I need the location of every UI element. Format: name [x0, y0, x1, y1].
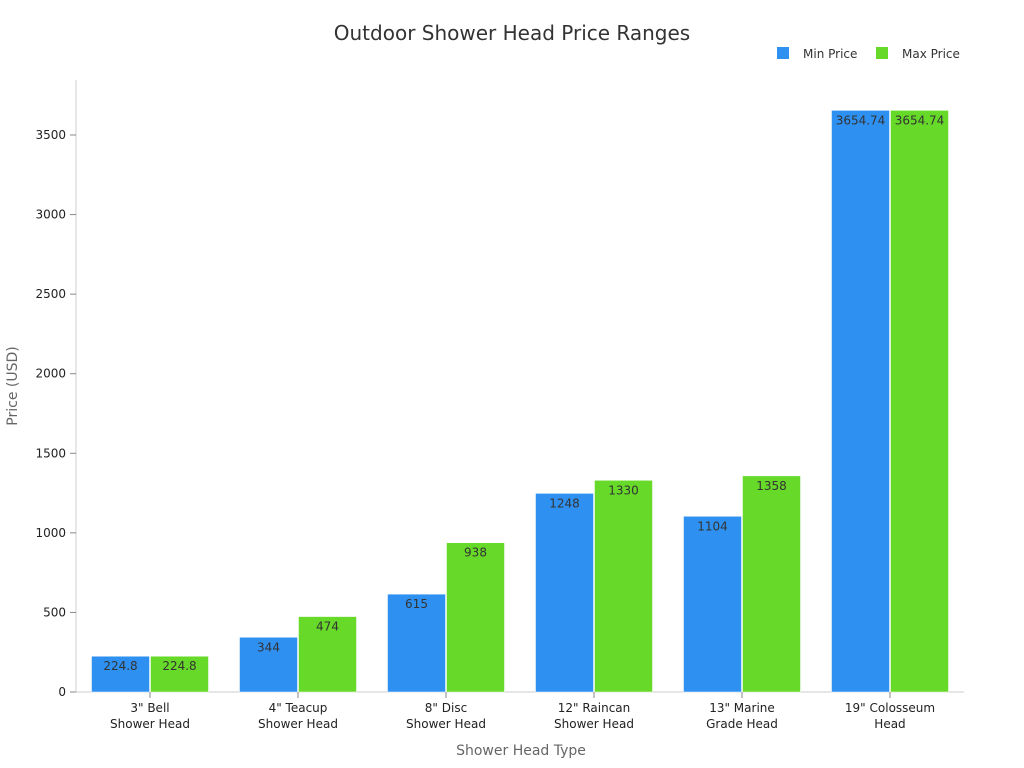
legend-swatch-min-price	[777, 47, 789, 59]
bar-min-price-4	[535, 493, 594, 693]
data-label-min-price-1: 224.8	[103, 659, 137, 673]
y-tick-label: 0	[58, 685, 66, 699]
x-tick-label: 19" Colosseum Head	[845, 701, 935, 731]
bar-min-price-5	[683, 516, 742, 693]
x-tick-label: 8" Disc Shower Head	[406, 701, 486, 731]
bar-max-price-6	[890, 110, 949, 693]
x-tick-label-line: Shower Head	[110, 717, 190, 731]
x-tick-label: 12" Raincan Shower Head	[554, 701, 634, 731]
x-tick-label-line: 13" Marine	[709, 701, 775, 715]
x-tick-label-line: Shower Head	[406, 717, 486, 731]
bar-max-price-2	[298, 616, 357, 693]
data-label-min-price-2: 344	[257, 640, 280, 654]
legend-label-max-price: Max Price	[902, 47, 960, 61]
bar-max-price-1	[150, 655, 209, 693]
data-label-max-price-4: 1330	[608, 483, 639, 497]
data-label-min-price-4: 1248	[549, 496, 580, 510]
y-tick-label: 1000	[35, 526, 66, 540]
x-tick-label-line: 8" Disc	[425, 701, 467, 715]
x-tick-label-line: 3" Bell	[130, 701, 169, 715]
data-label-max-price-6: 3654.74	[895, 113, 945, 127]
x-tick-label-line: 4" Teacup	[269, 701, 328, 715]
x-axis-title: Shower Head Type	[456, 743, 586, 759]
bar-min-price-3	[387, 593, 446, 693]
bar-min-price-1	[91, 655, 150, 693]
x-tick-label-line: 12" Raincan	[558, 701, 631, 715]
bar-max-price-5	[742, 475, 801, 693]
data-label-max-price-3: 938	[464, 546, 487, 560]
y-axis-ticks: 0 500 1000 1500 2000 2500 3000 3500	[35, 128, 76, 699]
legend-swatch-max-price	[876, 47, 888, 59]
y-axis-title: Price (USD)	[5, 346, 21, 425]
x-tick-label-line: Grade Head	[706, 717, 778, 731]
y-tick-label: 1500	[35, 446, 66, 460]
data-label-min-price-5: 1104	[697, 519, 728, 533]
bar-min-price-6	[831, 110, 890, 693]
bar-labels: 224.8 224.8 344 474 615 938 1248 1330 1104 1358 36…	[103, 113, 944, 673]
y-tick-label: 2500	[35, 287, 66, 301]
legend-label-min-price: Min Price	[803, 47, 857, 61]
y-tick-label: 500	[43, 605, 66, 619]
data-label-min-price-3: 615	[405, 597, 428, 611]
data-label-max-price-5: 1358	[756, 479, 787, 493]
x-tick-label-line: Shower Head	[554, 717, 634, 731]
x-tick-label: 3" Bell Shower Head	[110, 701, 190, 731]
y-tick-label: 3500	[35, 128, 66, 142]
data-label-min-price-6: 3654.74	[836, 113, 886, 127]
legend: Min Price Max Price	[777, 47, 960, 61]
x-tick-label-line: 19" Colosseum	[845, 701, 935, 715]
chart-title: Outdoor Shower Head Price Ranges	[334, 21, 690, 45]
x-tick-label: 13" Marine Grade Head	[706, 701, 778, 731]
x-tick-label-line: Shower Head	[258, 717, 338, 731]
bar-min-price-2	[239, 637, 298, 693]
x-tick-label: 4" Teacup Shower Head	[258, 701, 338, 731]
bar-max-price-4	[594, 480, 653, 693]
x-tick-label-line: Head	[874, 717, 905, 731]
bars	[91, 110, 949, 693]
y-tick-label: 2000	[35, 367, 66, 381]
y-tick-label: 3000	[35, 208, 66, 222]
data-label-max-price-2: 474	[316, 620, 339, 634]
bar-max-price-3	[446, 542, 505, 693]
data-label-max-price-1: 224.8	[162, 659, 196, 673]
